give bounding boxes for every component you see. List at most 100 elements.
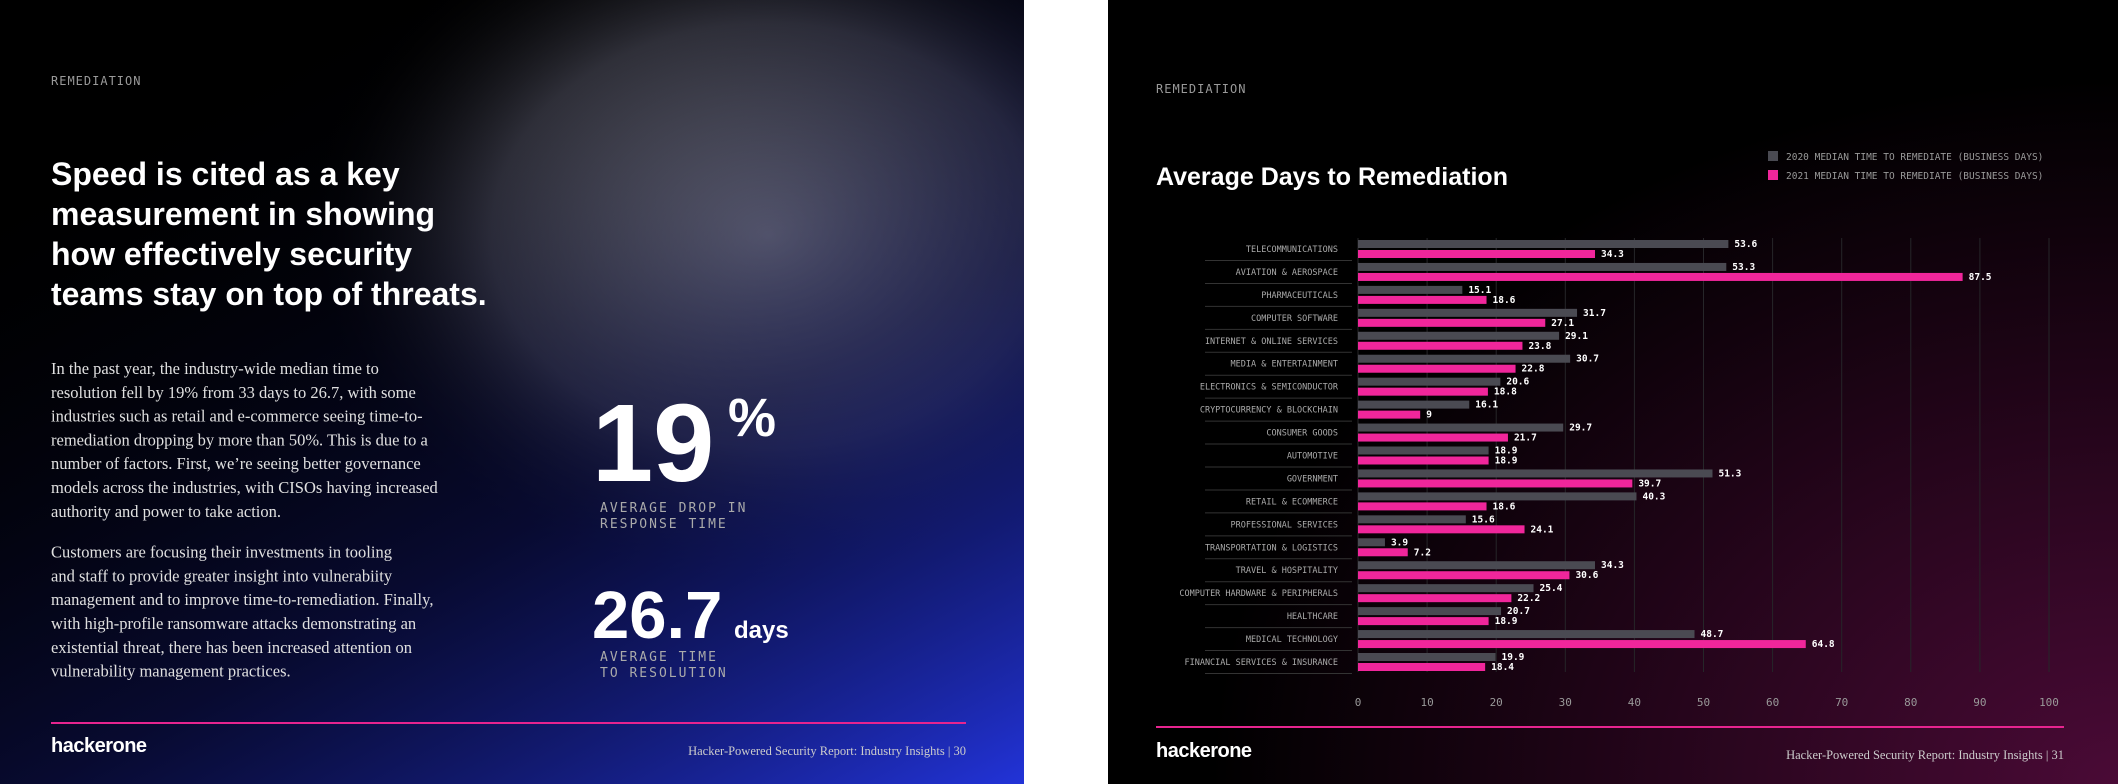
bar bbox=[1358, 240, 1729, 248]
bar bbox=[1358, 548, 1408, 557]
category-label: RETAIL & ECOMMERCE bbox=[1246, 497, 1338, 507]
category-label: ELECTRONICS & SEMICONDUCTOR bbox=[1200, 383, 1339, 393]
data-label: 53.6 bbox=[1734, 239, 1757, 250]
bar bbox=[1358, 400, 1470, 409]
data-label: 29.1 bbox=[1565, 331, 1588, 342]
right-bg bbox=[1108, 0, 2118, 784]
section-label: REMEDIATION bbox=[51, 74, 141, 88]
data-label: 22.8 bbox=[1522, 364, 1545, 375]
bar bbox=[1358, 653, 1496, 661]
data-label: 22.2 bbox=[1517, 593, 1540, 604]
footer: Hacker-Powered Security Report: Industry… bbox=[1786, 748, 2064, 762]
bar bbox=[1358, 354, 1571, 363]
data-label: 27.1 bbox=[1551, 318, 1574, 329]
data-label: 7.2 bbox=[1414, 547, 1431, 558]
data-label: 64.8 bbox=[1812, 639, 1835, 650]
bar bbox=[1358, 584, 1534, 593]
category-label: CONSUMER GOODS bbox=[1266, 429, 1338, 439]
footer: Hacker-Powered Security Report: Industry… bbox=[688, 744, 966, 758]
data-label: 24.1 bbox=[1531, 524, 1554, 535]
bar bbox=[1358, 295, 1487, 304]
data-label: 30.7 bbox=[1576, 354, 1599, 365]
bar bbox=[1358, 640, 1806, 649]
data-label: 48.7 bbox=[1701, 629, 1724, 640]
chart-title: Average Days to Remediation bbox=[1156, 163, 1508, 191]
data-label: 16.1 bbox=[1475, 400, 1498, 411]
x-tick-label: 30 bbox=[1559, 696, 1572, 709]
bar bbox=[1358, 617, 1489, 626]
category-label: COMPUTER SOFTWARE bbox=[1251, 314, 1338, 324]
data-label: 30.6 bbox=[1575, 570, 1598, 581]
data-label: 18.4 bbox=[1491, 662, 1514, 673]
data-label: 34.3 bbox=[1601, 249, 1624, 260]
body-line: vulnerability management practices. bbox=[51, 662, 291, 681]
body-line: In the past year, the industry-wide medi… bbox=[51, 359, 379, 378]
bar bbox=[1358, 377, 1501, 386]
category-label: PROFESSIONAL SERVICES bbox=[1231, 520, 1338, 530]
bar bbox=[1358, 341, 1523, 350]
stat-caption: AVERAGE DROP IN bbox=[600, 501, 747, 516]
chart: 0 10 20 30 40 50 60 70 80 90 100 TELECOMMUNICATIONS… bbox=[1179, 151, 2059, 709]
data-label: 25.4 bbox=[1540, 583, 1563, 594]
stat-value: 26.7 bbox=[592, 578, 722, 653]
body-line: with high-profile ransomware attacks dem… bbox=[51, 614, 416, 633]
bar bbox=[1358, 423, 1564, 432]
data-label: 15.1 bbox=[1468, 285, 1491, 296]
data-label: 18.9 bbox=[1495, 616, 1518, 627]
body-line: models across the industries, with CISOs… bbox=[51, 478, 439, 497]
bar bbox=[1358, 318, 1546, 327]
blue-overlay bbox=[0, 0, 1024, 784]
category-label: HEALTHCARE bbox=[1287, 612, 1338, 622]
body-line: remediation dropping by more than 50%. T… bbox=[51, 430, 429, 449]
headline-line: Speed is cited as a key bbox=[51, 156, 400, 192]
logo: hackerone bbox=[51, 735, 147, 757]
bar bbox=[1358, 387, 1488, 396]
bar bbox=[1358, 364, 1516, 373]
data-label: 23.8 bbox=[1528, 341, 1551, 352]
body-line: industries such as retail and e-commerce… bbox=[51, 407, 423, 426]
stat-caption: AVERAGE TIME bbox=[600, 650, 718, 665]
data-label: 20.6 bbox=[1506, 377, 1529, 388]
body-line: resolution fell by 19% from 33 days to 2… bbox=[51, 383, 416, 402]
stat-unit: % bbox=[728, 388, 776, 448]
bar bbox=[1358, 525, 1525, 534]
headline-line: how effectively security bbox=[51, 236, 412, 272]
data-label: 19.9 bbox=[1502, 652, 1525, 663]
legend-swatch bbox=[1768, 151, 1778, 161]
section-label: REMEDIATION bbox=[1156, 82, 1246, 96]
legend-label: 2021 MEDIAN TIME TO REMEDIATE (BUSINESS … bbox=[1786, 171, 2043, 182]
category-label: AUTOMOTIVE bbox=[1287, 452, 1338, 462]
stat-caption: TO RESOLUTION bbox=[600, 666, 728, 681]
category-label: INTERNET & ONLINE SERVICES bbox=[1205, 337, 1338, 347]
legend-label: 2020 MEDIAN TIME TO REMEDIATE (BUSINESS … bbox=[1786, 152, 2043, 163]
headline-line: teams stay on top of threats. bbox=[51, 276, 487, 312]
body-line: Customers are focusing their investments… bbox=[51, 543, 392, 562]
data-label: 18.9 bbox=[1495, 446, 1518, 457]
data-label: 53.3 bbox=[1732, 262, 1755, 273]
data-label: 29.7 bbox=[1569, 423, 1592, 434]
data-label: 20.7 bbox=[1507, 606, 1530, 617]
headline: Speed is cited as a key measurement in sh… bbox=[51, 156, 487, 312]
x-tick-label: 50 bbox=[1697, 696, 1710, 709]
body-line: and staff to provide greater insight int… bbox=[51, 566, 393, 585]
x-tick-label: 60 bbox=[1766, 696, 1779, 709]
x-tick-label: 0 bbox=[1355, 696, 1362, 709]
data-label: 21.7 bbox=[1514, 433, 1537, 444]
bar bbox=[1358, 469, 1713, 478]
body-line: number of factors. First, we’re seeing b… bbox=[51, 454, 421, 473]
bar bbox=[1358, 410, 1421, 419]
data-label: 9 bbox=[1426, 410, 1432, 421]
legend-swatch bbox=[1768, 170, 1778, 180]
bar bbox=[1358, 502, 1487, 511]
stat-caption: RESPONSE TIME bbox=[600, 517, 728, 532]
category-label: MEDICAL TECHNOLOGY bbox=[1246, 635, 1338, 645]
bar bbox=[1358, 492, 1637, 501]
bar bbox=[1358, 308, 1578, 317]
category-label: CRYPTOCURRENCY & BLOCKCHAIN bbox=[1200, 406, 1338, 416]
category-label: TELECOMMUNICATIONS bbox=[1246, 245, 1338, 255]
category-label: TRANSPORTATION & LOGISTICS bbox=[1205, 543, 1338, 553]
stat-value: 19 bbox=[592, 382, 714, 505]
x-tick-label: 40 bbox=[1628, 696, 1641, 709]
